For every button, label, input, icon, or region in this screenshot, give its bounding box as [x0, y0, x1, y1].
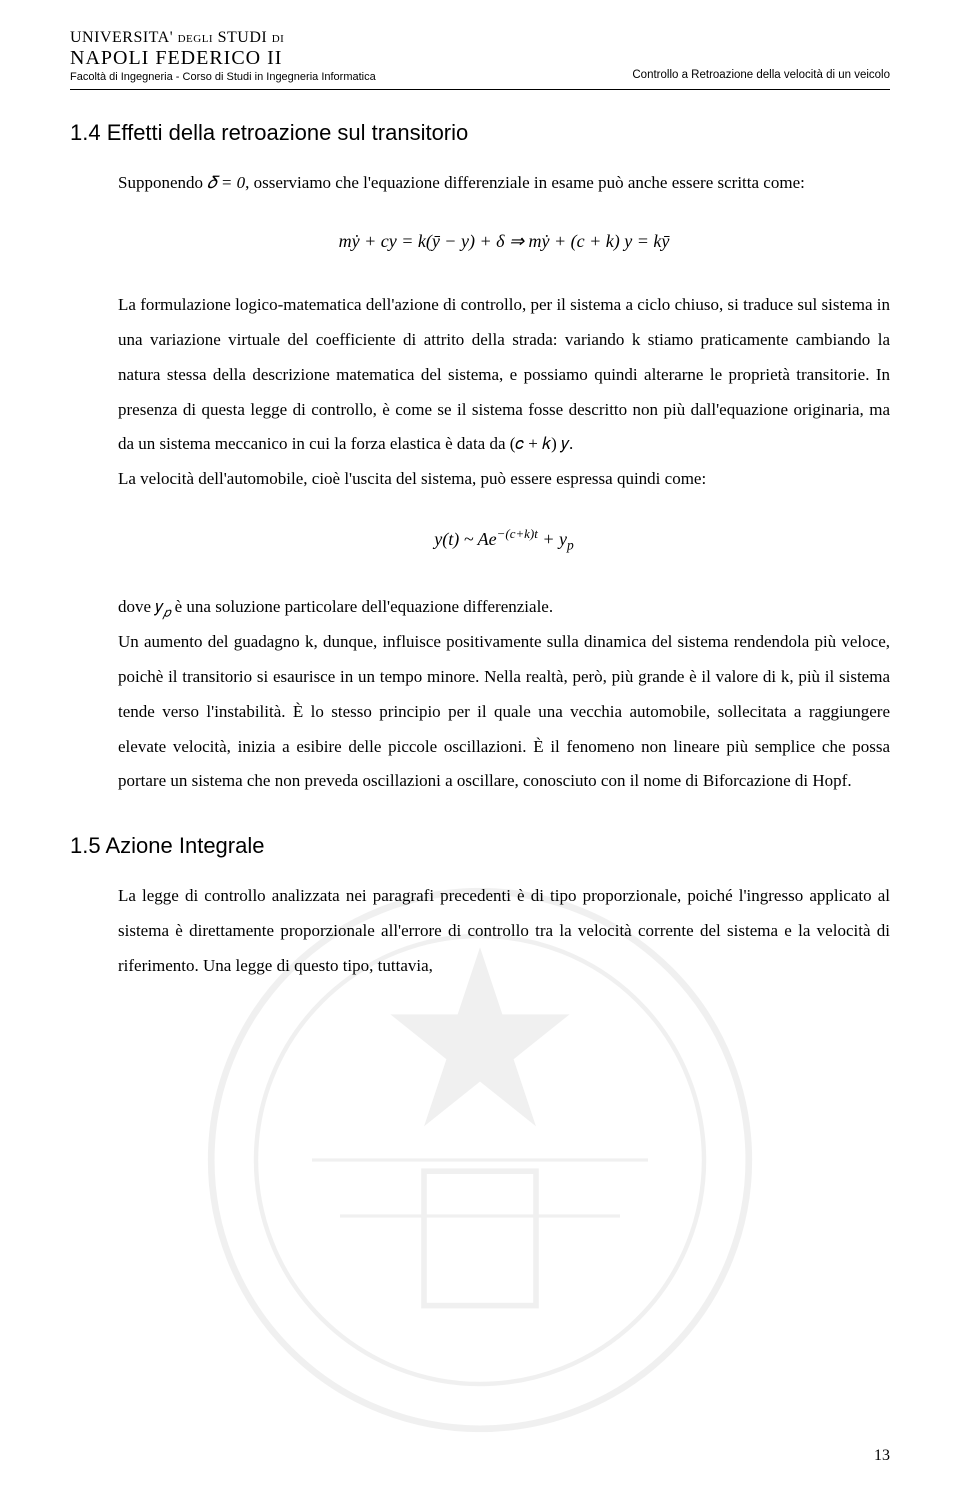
eq2b: + y	[538, 529, 567, 549]
page-number: 13	[874, 1447, 890, 1465]
doc-title: Controllo a Retroazione della velocità d…	[632, 69, 890, 83]
section-1-4-title: 1.4 Effetti della retroazione sul transi…	[70, 120, 890, 146]
uni-apos: '	[170, 29, 173, 46]
eq2-sub: p	[567, 538, 574, 553]
p1c: , osserviamo che l'equazione differenzia…	[245, 173, 805, 192]
para-velocity: La velocità dell'automobile, cioè l'usci…	[118, 462, 890, 497]
eq2-sup: −(c+k)t	[497, 526, 538, 541]
para-integral: La legge di controllo analizzata nei par…	[118, 879, 890, 984]
faculty-line: Facoltà di Ingegneria - Corso di Studi i…	[70, 72, 376, 83]
para-dove: dove 𝑦𝑝 è una soluzione particolare dell…	[118, 590, 890, 626]
body-1-5: La legge di controllo analizzata nei par…	[70, 879, 890, 984]
equation-1: mẏ + cy = k(ȳ − y) + δ ⇒ mẏ + (c + k) y …	[118, 229, 890, 254]
page-header: UNIVERSITA' DEGLI STUDI DI NAPOLI FEDERI…	[70, 30, 890, 90]
para-formulation: La formulazione logico-matematica dell'a…	[118, 288, 890, 462]
equation-2: y(t) ~ Ae−(c+k)t + yp	[118, 525, 890, 555]
uni-name-1d: STUDI	[218, 29, 268, 46]
para-intro: Supponendo 𝛿 = 0, osserviamo che l'equaz…	[118, 166, 890, 201]
body-1-4: Supponendo 𝛿 = 0, osserviamo che l'equaz…	[70, 166, 890, 799]
p1a: Supponendo	[118, 173, 207, 192]
para-gain: Un aumento del guadagno k, dunque, influ…	[118, 625, 890, 799]
p4b: è una soluzione particolare dell'equazio…	[170, 597, 553, 616]
uni-name-1c: DEGLI	[178, 33, 214, 45]
university-logo-text: UNIVERSITA' DEGLI STUDI DI NAPOLI FEDERI…	[70, 30, 376, 83]
p4a: dove 𝑦	[118, 597, 163, 616]
uni-name-2: NAPOLI FEDERICO II	[70, 48, 376, 68]
eq2a: y(t) ~ Ae	[434, 529, 496, 549]
p1b: 𝛿 = 0	[207, 173, 245, 192]
section-1-5-title: 1.5 Azione Integrale	[70, 833, 890, 859]
uni-name-1a: UNIVERSITA	[70, 29, 170, 46]
uni-name-1e: DI	[272, 33, 285, 45]
